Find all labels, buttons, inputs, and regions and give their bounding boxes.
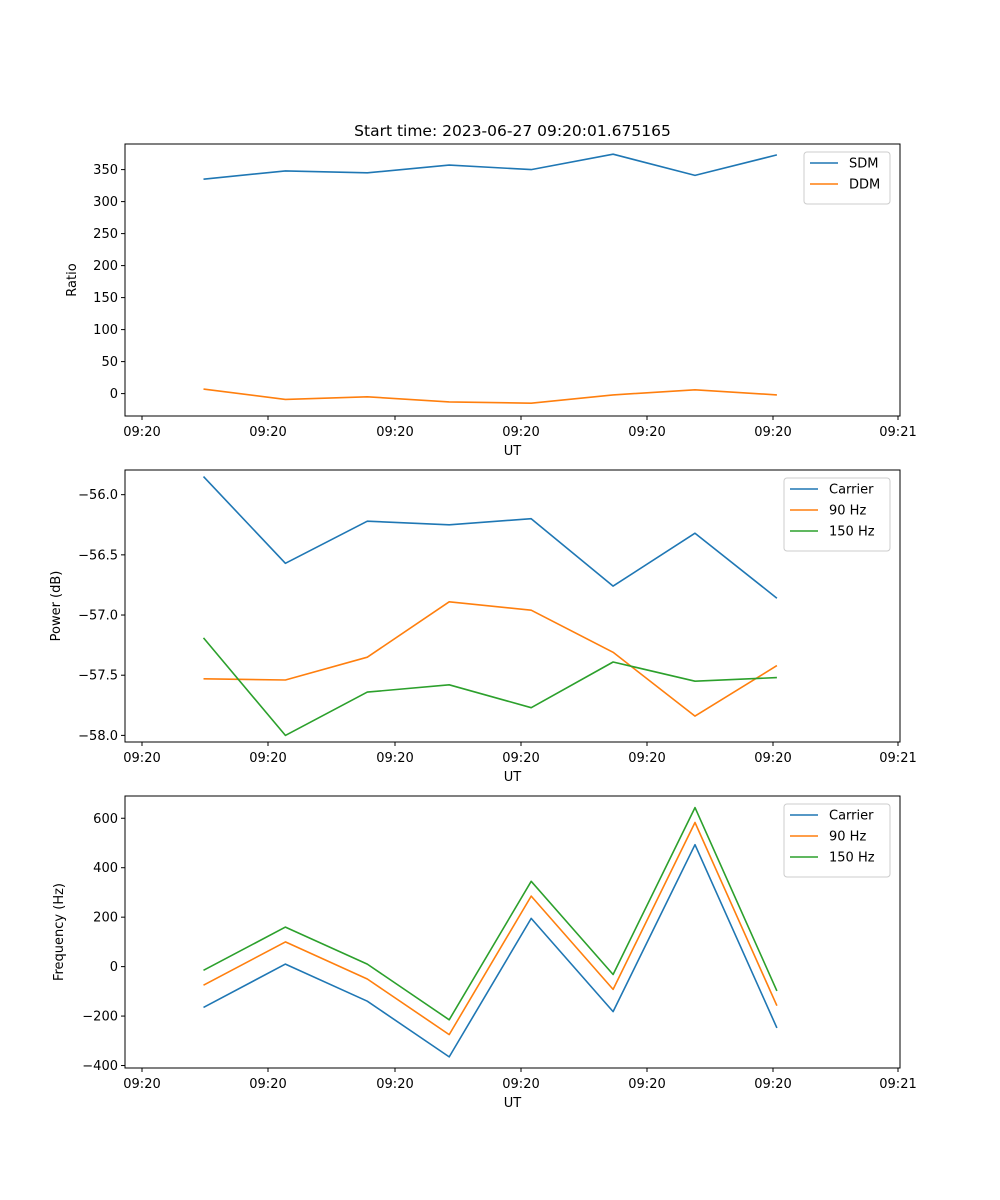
axes-frame — [124, 795, 901, 1069]
y-tick-label: 200 — [93, 911, 118, 926]
y-tick-label: 600 — [93, 812, 118, 827]
y-tick-label: −56.5 — [78, 548, 118, 563]
series-line-90-hz — [203, 821, 778, 1036]
legend-label: 150 Hz — [829, 525, 875, 540]
y-axis-label: Ratio — [65, 263, 80, 296]
axes-frame — [124, 143, 901, 417]
legend-label: Carrier — [829, 809, 874, 824]
x-tick-label: 09:20 — [628, 1077, 665, 1092]
x-tick-label: 09:20 — [754, 1077, 791, 1092]
y-tick-label: 0 — [110, 387, 118, 402]
series-line-150-hz — [202, 637, 777, 737]
x-tick-label: 09:21 — [879, 1077, 916, 1092]
legend: Carrier 90 Hz 150 Hz — [783, 803, 891, 878]
subplot-2: 09:20 09:20 09:20 09:20 09:20 09:20 09:21 UT −58… — [49, 469, 917, 785]
x-tick-label: 09:20 — [123, 425, 160, 440]
y-tick-label: 300 — [93, 195, 118, 210]
y-tick-label: 250 — [93, 227, 118, 242]
x-tick-label: 09:20 — [376, 1077, 413, 1092]
x-axis-label: UT — [504, 770, 522, 785]
legend-frame — [783, 803, 891, 878]
y-axis-label: Frequency (Hz) — [52, 883, 67, 981]
x-tick-label: 09:20 — [123, 751, 160, 766]
chart-title: Start time: 2023-06-27 09:20:01.675165 — [354, 122, 671, 140]
y-tick-label: 0 — [110, 960, 118, 975]
series-line-carrier — [202, 476, 778, 599]
series-line-carrier — [203, 843, 778, 1058]
legend-label: 90 Hz — [829, 504, 866, 519]
legend: Carrier 90 Hz 150 Hz — [783, 477, 891, 552]
legend-label: DDM — [849, 178, 880, 193]
axes-frame — [124, 469, 901, 743]
series-line-ddm — [203, 388, 777, 405]
y-tick-label: −57.5 — [78, 669, 118, 684]
y-tick-label: 50 — [101, 355, 118, 370]
legend-frame — [783, 477, 891, 552]
x-axis-label: UT — [504, 1096, 522, 1111]
subplot-1: Start time: 2023-06-27 09:20:01.675165 09… — [65, 122, 917, 459]
x-tick-label: 09:20 — [249, 751, 286, 766]
y-tick-label: −200 — [82, 1010, 118, 1025]
y-axis-label: Power (dB) — [49, 571, 64, 642]
x-tick-label: 09:20 — [628, 425, 665, 440]
y-tick-label: −58.0 — [78, 729, 118, 744]
x-tick-label: 09:20 — [628, 751, 665, 766]
y-tick-label: 150 — [93, 291, 118, 306]
legend-frame — [803, 151, 891, 205]
y-tick-label: 350 — [93, 163, 118, 178]
series-line-90-hz — [203, 600, 778, 717]
x-tick-label: 09:21 — [879, 751, 916, 766]
x-tick-label: 09:20 — [376, 751, 413, 766]
x-axis-label: UT — [504, 444, 522, 459]
x-tick-label: 09:20 — [502, 751, 539, 766]
legend-label: 90 Hz — [829, 830, 866, 845]
series-line-sdm — [203, 153, 778, 180]
subplot-3: 09:20 09:20 09:20 09:20 09:20 09:20 09:21 UT −40… — [52, 795, 917, 1111]
y-tick-label: −400 — [82, 1059, 118, 1074]
x-tick-label: 09:20 — [376, 425, 413, 440]
legend-label: 150 Hz — [829, 851, 875, 866]
y-tick-label: 200 — [93, 259, 118, 274]
x-tick-label: 09:20 — [502, 1077, 539, 1092]
y-tick-label: 100 — [93, 323, 118, 338]
x-tick-label: 09:21 — [879, 425, 916, 440]
y-tick-label: −56.0 — [78, 488, 118, 503]
legend-label: Carrier — [829, 483, 874, 498]
x-tick-label: 09:20 — [249, 1077, 286, 1092]
x-tick-label: 09:20 — [754, 425, 791, 440]
y-tick-label: 400 — [93, 861, 118, 876]
legend: SDM DDM — [803, 151, 891, 205]
x-tick-label: 09:20 — [249, 425, 286, 440]
x-tick-label: 09:20 — [754, 751, 791, 766]
y-tick-label: −57.0 — [78, 609, 118, 624]
x-tick-label: 09:20 — [123, 1077, 160, 1092]
series-line-150-hz — [203, 806, 778, 1021]
legend-label: SDM — [849, 157, 878, 172]
x-tick-label: 09:20 — [502, 425, 539, 440]
